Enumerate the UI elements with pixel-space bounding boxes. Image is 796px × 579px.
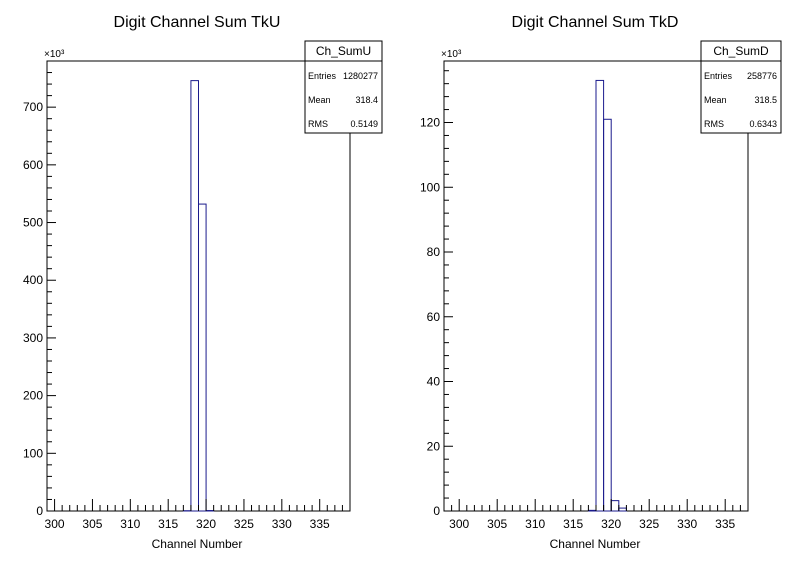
stats-box-name: Ch_SumU [316, 44, 371, 58]
y-tick-label: 400 [23, 273, 43, 287]
chart-title: Digit Channel Sum TkU [114, 14, 281, 31]
x-tick-label: 300 [45, 517, 65, 531]
x-tick-label: 330 [272, 517, 292, 531]
x-tick-label: 335 [715, 517, 735, 531]
x-tick-label: 315 [158, 517, 178, 531]
y-tick-label: 600 [23, 158, 43, 172]
x-tick-label: 320 [601, 517, 621, 531]
stats-row-value: 1280277 [343, 71, 378, 81]
y-tick-label: 500 [23, 216, 43, 230]
stats-row-label: RMS [308, 119, 328, 129]
stats-row-label: Entries [704, 71, 733, 81]
y-multiplier-label: ×10³ [441, 49, 462, 60]
x-tick-label: 325 [234, 517, 254, 531]
stats-row-value: 258776 [747, 71, 777, 81]
histogram-panel-tku: Digit Channel Sum TkU 300 305 310 315 320 325 3… [0, 0, 398, 574]
x-tick-label: 300 [449, 517, 469, 531]
x-tick-label: 325 [639, 517, 659, 531]
histogram-bar [588, 510, 596, 511]
stats-row-value: 0.6343 [749, 119, 777, 129]
histogram-bar [199, 204, 207, 511]
y-multiplier-label: ×10³ [44, 49, 65, 60]
y-axis-ticks [47, 61, 56, 511]
y-tick-label: 300 [23, 331, 43, 345]
x-tick-label: 320 [196, 517, 216, 531]
y-tick-label: 20 [427, 439, 441, 453]
histogram-bars [183, 81, 213, 511]
y-tick-label: 100 [420, 180, 440, 194]
y-tick-label: 0 [36, 504, 43, 518]
x-tick-label: 305 [82, 517, 102, 531]
stats-row-label: Mean [308, 95, 331, 105]
y-tick-label: 40 [427, 375, 441, 389]
y-tick-label: 80 [427, 245, 441, 259]
stats-row-value: 318.4 [355, 95, 378, 105]
stats-box: Ch_SumU Entries 1280277 Mean 318.4 RMS 0.5149 [305, 41, 382, 133]
stats-box-name: Ch_SumD [713, 44, 769, 58]
histogram-tkd: Digit Channel Sum TkD 300 305 310 315 320 325 3… [398, 0, 796, 574]
y-tick-label: 700 [23, 100, 43, 114]
histogram-bar [604, 119, 612, 511]
x-tick-label: 305 [487, 517, 507, 531]
stats-row-label: RMS [704, 119, 724, 129]
x-axis-label: Channel Number [550, 537, 641, 551]
chart-title: Digit Channel Sum TkD [512, 14, 679, 31]
stats-row-value: 0.5149 [350, 119, 378, 129]
stats-row-label: Mean [704, 95, 727, 105]
x-tick-label: 335 [310, 517, 330, 531]
histogram-bars [588, 80, 626, 511]
y-tick-label: 120 [420, 116, 440, 130]
histogram-bar [191, 81, 199, 511]
y-tick-label: 100 [23, 446, 43, 460]
y-tick-label: 200 [23, 389, 43, 403]
stats-row-value: 318.5 [754, 95, 777, 105]
histogram-bar [596, 80, 604, 511]
y-axis-ticks [444, 71, 453, 511]
y-tick-label: 60 [427, 310, 441, 324]
histogram-tku: Digit Channel Sum TkU 300 305 310 315 320 325 3… [0, 0, 398, 574]
stats-row-label: Entries [308, 71, 337, 81]
histogram-bar [611, 501, 619, 511]
x-tick-label: 310 [120, 517, 140, 531]
x-tick-label: 330 [677, 517, 697, 531]
x-axis-label: Channel Number [152, 537, 243, 551]
histogram-panel-tkd: Digit Channel Sum TkD 300 305 310 315 320 325 3… [398, 0, 796, 574]
x-tick-label: 315 [563, 517, 583, 531]
histogram-bar [619, 508, 627, 511]
x-tick-label: 310 [525, 517, 545, 531]
y-tick-label: 0 [433, 504, 440, 518]
stats-box: Ch_SumD Entries 258776 Mean 318.5 RMS 0.6343 [701, 41, 781, 133]
